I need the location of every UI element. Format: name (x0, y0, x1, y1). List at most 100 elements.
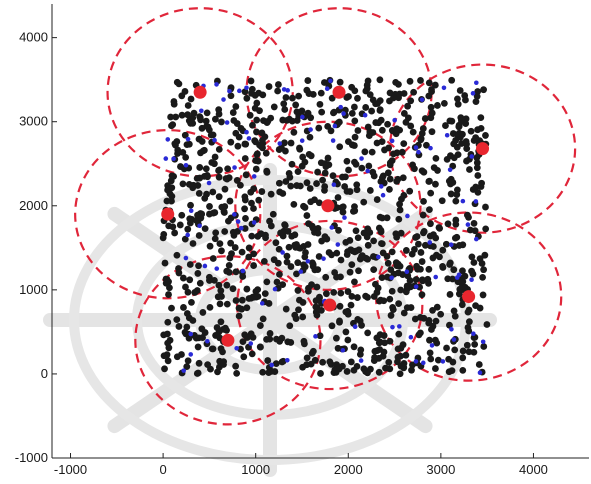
sensor-node (196, 164, 204, 171)
cluster-head (476, 142, 490, 156)
sensor-node (384, 273, 391, 281)
sensor-node (428, 88, 435, 95)
sensor-node (396, 200, 403, 208)
sensor-node (411, 165, 418, 173)
sensor-node (175, 265, 182, 272)
sensor-node (275, 245, 283, 253)
sensor-node (287, 139, 295, 147)
sensor-node (233, 369, 241, 377)
highlighted-node (332, 123, 338, 129)
sensor-node (451, 312, 459, 320)
sensor-node (181, 131, 189, 139)
sensor-node (336, 317, 343, 325)
sensor-node (477, 124, 485, 132)
sensor-node (201, 329, 209, 336)
sensor-node (362, 104, 370, 111)
sensor-node (223, 281, 231, 289)
sensor-node (280, 100, 288, 108)
sensor-node (278, 358, 286, 366)
sensor-node (395, 269, 402, 277)
sensor-node (273, 335, 280, 343)
watermark-ring (69, 175, 471, 465)
sensor-node (186, 219, 194, 227)
sensor-node (240, 353, 248, 361)
sensor-node (442, 240, 450, 248)
highlighted-node (328, 78, 333, 84)
sensor-node (342, 173, 349, 181)
sensor-node (232, 129, 240, 137)
sensor-node (241, 155, 249, 162)
sensor-node (426, 336, 433, 344)
sensor-node (242, 171, 250, 179)
sensor-node (440, 99, 448, 107)
sensor-node (165, 291, 172, 298)
sensor-node (169, 121, 177, 129)
sensor-node (186, 261, 194, 268)
sensor-node (246, 111, 254, 119)
sensor-node (483, 321, 491, 328)
sensor-node (380, 348, 388, 356)
sensor-node (288, 117, 296, 125)
sensor-node (216, 300, 224, 308)
sensor-node (294, 168, 302, 176)
sensor-node (431, 336, 439, 344)
sensor-node (217, 287, 225, 295)
sensor-node (275, 179, 283, 187)
sensor-node (461, 272, 469, 280)
sensor-node (248, 232, 256, 240)
sensor-node (468, 267, 475, 275)
sensor-node (480, 266, 487, 274)
sensor-node (243, 285, 251, 293)
highlighted-node (171, 156, 176, 162)
sensor-node (171, 229, 179, 237)
highlighted-node (251, 220, 257, 225)
sensor-node (439, 264, 447, 271)
sensor-node (267, 222, 275, 230)
sensor-node (336, 78, 344, 86)
sensor-node (463, 211, 471, 219)
sensor-node (282, 305, 290, 313)
sensor-node (428, 128, 436, 136)
sensor-node (304, 77, 312, 84)
sensor-node (394, 260, 402, 268)
sensor-node (195, 359, 203, 367)
sensor-node (304, 109, 312, 117)
sensor-node (270, 103, 278, 111)
sensor-node (403, 285, 411, 293)
sensor-node (377, 228, 385, 236)
sensor-node (459, 366, 467, 374)
highlighted-node (451, 337, 457, 342)
y-tick-label: 2000 (19, 198, 48, 213)
sensor-node (253, 116, 261, 124)
sensor-node (250, 205, 257, 212)
sensor-node (326, 358, 334, 366)
sensor-node (179, 148, 187, 156)
sensor-node (322, 163, 330, 171)
highlighted-node (232, 212, 237, 217)
highlighted-node (251, 174, 257, 179)
sensor-node (220, 361, 227, 368)
sensor-node (482, 132, 489, 139)
sensor-node (250, 262, 258, 269)
sensor-node (364, 293, 371, 301)
sensor-node (366, 91, 374, 99)
highlighted-node (358, 358, 364, 363)
highlighted-node (221, 97, 226, 102)
sensor-node (195, 262, 202, 270)
sensor-node (446, 321, 453, 329)
sensor-node (168, 304, 175, 312)
sensor-node (350, 343, 358, 351)
sensor-node (309, 90, 317, 98)
sensor-node (253, 99, 261, 107)
sensor-node (373, 289, 381, 296)
sensor-node (446, 259, 454, 267)
sensor-node (296, 145, 304, 153)
sensor-node (198, 124, 206, 132)
sensor-node (281, 139, 288, 147)
sensor-node (425, 265, 433, 273)
sensor-node (204, 173, 211, 181)
highlighted-node (408, 334, 414, 340)
sensor-node (266, 330, 274, 337)
x-tick-label: 4000 (519, 462, 548, 477)
y-tick-label: 3000 (19, 114, 48, 129)
